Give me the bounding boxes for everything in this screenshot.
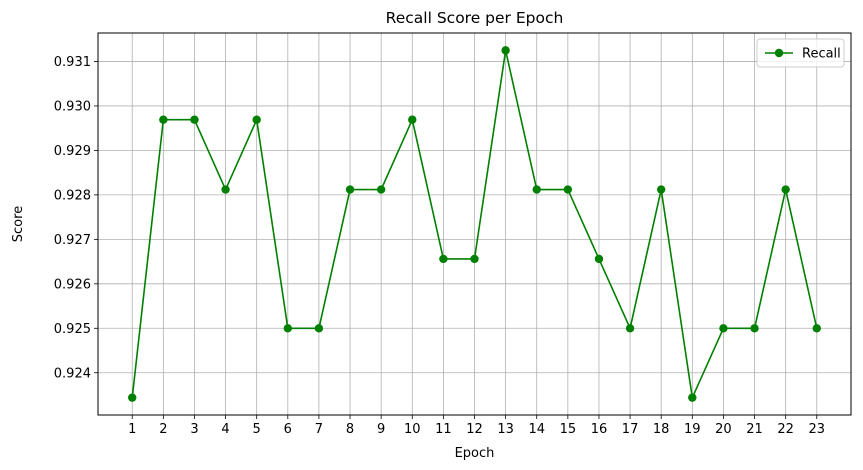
data-point [470,255,478,263]
x-axis-title: Epoch [455,446,495,461]
data-point [377,185,385,193]
x-tick-label: 23 [808,422,825,437]
data-point [501,46,509,54]
x-tick-label: 10 [404,422,421,437]
data-point [626,324,634,332]
data-point [159,116,167,124]
x-tick-label: 18 [653,422,670,437]
x-tick-label: 5 [253,422,261,437]
data-point [439,255,447,263]
data-point [781,185,789,193]
data-point [688,393,696,401]
data-point [595,255,603,263]
data-point [221,185,229,193]
x-tick-label: 12 [466,422,483,437]
x-tick-label: 7 [315,422,323,437]
legend-marker-swatch [775,49,783,57]
data-point [315,324,323,332]
data-point [284,324,292,332]
x-tick-label: 9 [377,422,385,437]
x-tick-label: 16 [591,422,608,437]
x-tick-label: 17 [622,422,639,437]
x-tick-label: 22 [777,422,794,437]
data-point [190,116,198,124]
x-tick-label: 13 [497,422,514,437]
data-point [408,116,416,124]
data-point [252,116,260,124]
data-point [564,185,572,193]
data-point [346,185,354,193]
y-tick-label: 0.925 [54,322,91,337]
y-tick-label: 0.927 [54,233,91,248]
y-tick-label: 0.929 [54,144,91,159]
legend-label-recall: Recall [802,47,841,62]
x-tick-label: 11 [435,422,452,437]
y-tick-label: 0.930 [54,99,91,114]
y-axis-title: Score [11,206,26,242]
legend: Recall [757,39,844,67]
x-tick-label: 6 [284,422,292,437]
x-tick-label: 21 [746,422,763,437]
data-point [533,185,541,193]
x-tick-label: 1 [128,422,136,437]
x-tick-label: 3 [190,422,198,437]
x-tick-label: 20 [715,422,732,437]
chart-title: Recall Score per Epoch [386,9,564,27]
x-tick-label: 15 [560,422,577,437]
data-point [750,324,758,332]
x-tick-label: 4 [221,422,229,437]
data-point [719,324,727,332]
x-tick-label: 8 [346,422,354,437]
data-point [128,393,136,401]
y-tick-label: 0.926 [54,277,91,292]
x-tick-label: 19 [684,422,701,437]
data-point [657,185,665,193]
x-tick-label: 2 [159,422,167,437]
x-tick-label: 14 [528,422,545,437]
y-tick-label: 0.931 [54,55,91,70]
y-tick-label: 0.924 [54,366,91,381]
y-tick-label: 0.928 [54,188,91,203]
data-point [813,324,821,332]
